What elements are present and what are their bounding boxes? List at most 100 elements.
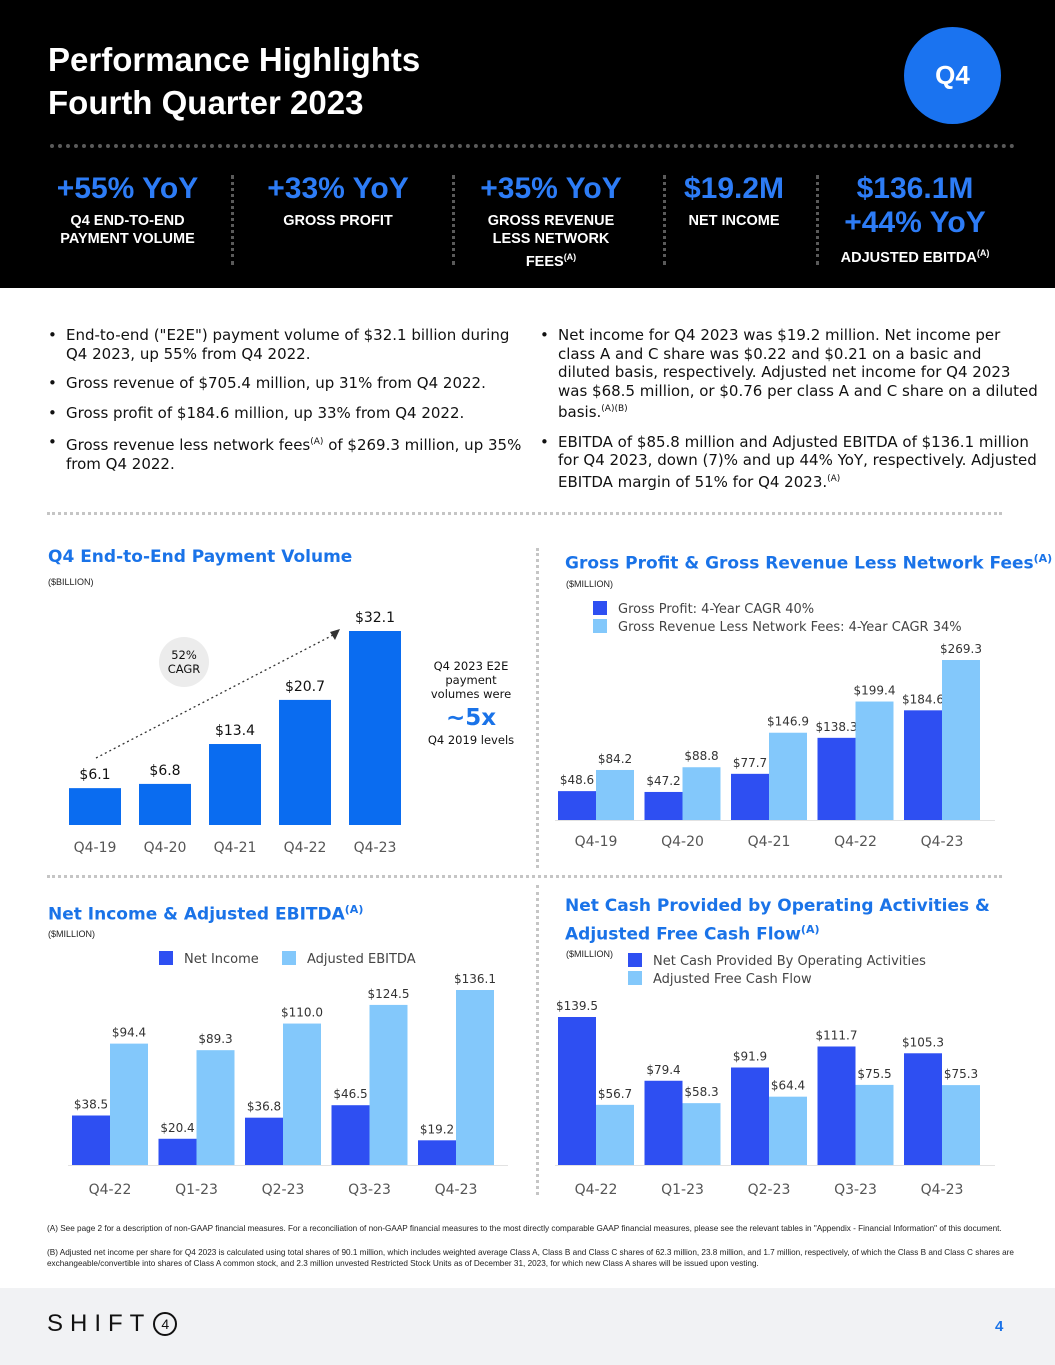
- data-label: $56.7: [598, 1087, 632, 1101]
- bullet-text: of $269.3 million, up 35% from Q4 2022.: [66, 436, 522, 473]
- data-label: $46.5: [333, 1087, 367, 1101]
- kpi-payment-volume: +55% YoY Q4 END-TO-END PAYMENT VOLUME: [40, 172, 215, 248]
- tick-label: Q4-19: [74, 840, 117, 856]
- column-divider: [536, 548, 539, 868]
- bullet-text: Net income for Q4 2023 was $19.2 million…: [558, 326, 1038, 421]
- kpi-gross-revenue-less-fees: +35% YoY GROSS REVENUE LESS NETWORK FEES…: [465, 172, 637, 271]
- kpi-separator: [231, 175, 234, 265]
- annotation-text: volumes were: [431, 687, 511, 701]
- kpi-net-income: $19.2M NET INCOME: [670, 172, 798, 230]
- kpi-label: GROSS REVENUE LESS NETWORK FEES(A): [465, 212, 637, 271]
- bar-series-2: [456, 990, 494, 1165]
- gross-profit-chart: $48.6 $84.2 Q4-19 $47.2 $88.8 Q4-20 $77.7 $146.…: [555, 601, 995, 850]
- data-label: $269.3: [940, 642, 982, 656]
- data-label: $19.2: [420, 1122, 454, 1136]
- data-label: $199.4: [854, 684, 896, 698]
- bar-series-2: [110, 1043, 148, 1165]
- chart-title-gross-profit: Gross Profit & Gross Revenue Less Networ…: [565, 547, 1052, 576]
- tick-label: Q4-20: [144, 840, 187, 856]
- kpi-label-line: FEES(A): [465, 248, 637, 271]
- bar: [349, 631, 401, 825]
- bar-series-2: [682, 1103, 721, 1165]
- kpi-label-text: ADJUSTED EBITDA: [840, 249, 977, 266]
- bar-series-2: [769, 1096, 807, 1165]
- footnote-ref: (A): [976, 248, 990, 258]
- legend-label: Adjusted Free Cash Flow: [653, 972, 812, 987]
- chart-title-line: Net Cash Provided by Operating Activitie…: [565, 896, 990, 916]
- footnote-b: (B) Adjusted net income per share for Q4…: [47, 1248, 1014, 1268]
- kpi-value: +33% YoY: [267, 172, 409, 205]
- bar-series-2: [283, 1023, 321, 1165]
- bullet-item: Gross profit of $184.6 million, up 33% f…: [48, 404, 526, 423]
- data-label: $105.3: [902, 1035, 944, 1049]
- bar: [279, 699, 331, 825]
- data-label: $124.5: [368, 987, 410, 1001]
- kpi-value: +55% YoY: [56, 172, 199, 205]
- chart-unit: ($BILLION): [48, 577, 94, 587]
- kpi-label: ADJUSTED EBITDA(A): [820, 244, 1010, 267]
- section-divider: [47, 512, 1002, 515]
- title-line-1: Performance Highlights: [48, 41, 421, 78]
- data-label: $88.8: [684, 749, 718, 763]
- bar-series-1: [558, 1017, 596, 1165]
- cash-flow-chart: $139.5 $56.7 Q4-22 $79.4 $58.3 Q1-23 $91.9 $64.…: [555, 953, 995, 1198]
- data-label: $79.4: [646, 1063, 680, 1077]
- kpi-value-yoy: +44% YoY: [844, 206, 986, 239]
- annotation-text: Q4 2019 levels: [428, 733, 514, 747]
- footnote-ref: (A)(B): [601, 404, 628, 414]
- data-label: $47.2: [646, 774, 680, 788]
- legend-label: Net Income: [184, 952, 259, 967]
- data-label: $146.9: [767, 715, 809, 729]
- bullet-item: Gross revenue less network fees(A) of $2…: [48, 433, 526, 473]
- logo-mark: 4: [153, 1312, 178, 1336]
- footnote-ref: (A): [344, 903, 364, 916]
- bar-series-1: [558, 791, 596, 820]
- data-label: $6.8: [149, 763, 180, 779]
- bar: [209, 744, 261, 825]
- bar-series-2: [196, 1050, 235, 1165]
- data-label: $111.7: [816, 1028, 858, 1042]
- tick-label: Q1-23: [661, 1182, 704, 1198]
- net-income-ebitda-chart: $38.5 $94.4 Q4-22 $20.4 $89.3 Q1-23 $36.8 $110.…: [68, 951, 508, 1198]
- kpi-label-line: GROSS PROFIT: [283, 213, 393, 229]
- chart-title-cash-flow: Net Cash Provided by Operating Activitie…: [565, 895, 990, 947]
- baseline: [68, 1165, 508, 1166]
- logo-text: SHIFT: [47, 1310, 152, 1337]
- footnote-ref: (A): [800, 923, 820, 936]
- annotation-text: Q4 2023 E2E: [434, 659, 509, 673]
- kpi-separator: [452, 175, 455, 265]
- quarter-badge: Q4: [904, 27, 1001, 124]
- data-label: $136.1: [454, 972, 496, 986]
- bullet-item: Gross revenue of $705.4 million, up 31% …: [48, 374, 526, 393]
- kpi-value: $136.1M: [856, 172, 974, 205]
- tick-label: Q4-21: [214, 840, 257, 856]
- chart-unit: ($MILLION): [566, 579, 614, 589]
- bullet-text: EBITDA of $85.8 million and Adjusted EBI…: [558, 432, 1037, 491]
- bar-series-1: [418, 1140, 456, 1165]
- footnote-a: (A) See page 2 for a description of non-…: [47, 1224, 1002, 1233]
- data-label: $13.4: [215, 723, 255, 739]
- data-label: $20.4: [160, 1121, 194, 1135]
- chart-unit: ($MILLION): [48, 929, 96, 939]
- bar-series-1: [817, 1046, 856, 1165]
- data-label: $48.6: [560, 773, 594, 787]
- chart-unit: ($MILLION): [566, 949, 614, 959]
- tick-label: Q4-19: [575, 834, 618, 850]
- tick-label: Q4-22: [89, 1182, 132, 1198]
- bar-series-1: [731, 773, 769, 820]
- chart-title-net-income: Net Income & Adjusted EBITDA(A): [48, 898, 363, 927]
- kpi-separator: [816, 175, 819, 265]
- kpi-label: NET INCOME: [670, 212, 798, 230]
- data-label: $75.5: [857, 1067, 891, 1081]
- data-label: $38.5: [74, 1097, 108, 1111]
- data-label: $110.0: [281, 1006, 323, 1020]
- legend-swatch: [593, 601, 607, 615]
- data-label: $77.7: [733, 756, 767, 770]
- bar-series-1: [817, 737, 856, 820]
- chart-title-text: Adjusted Free Cash Flow: [565, 924, 801, 945]
- tick-label: Q3-23: [348, 1182, 391, 1198]
- bar-series-2: [942, 660, 980, 820]
- kpi-label: Q4 END-TO-END PAYMENT VOLUME: [40, 212, 215, 248]
- bar-series-1: [245, 1117, 283, 1165]
- data-label: $20.7: [285, 679, 325, 695]
